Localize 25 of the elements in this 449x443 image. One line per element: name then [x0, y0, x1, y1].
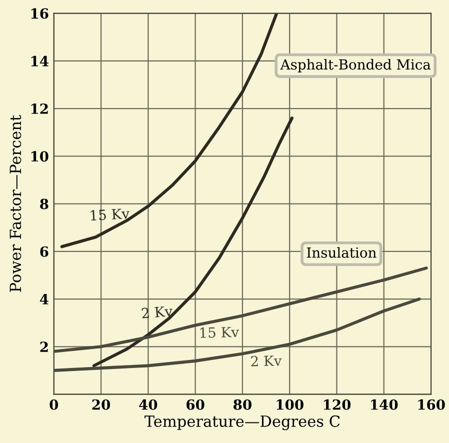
x-tick-label: 100 [276, 399, 304, 410]
y-tick-label: 2 [40, 342, 48, 352]
x-axis-title: Temperature—Degrees C [144, 415, 340, 430]
series-label: 2 Kv [251, 355, 282, 366]
y-tick-label: 6 [40, 246, 48, 257]
series-label: 15 Kv [200, 326, 240, 338]
series-label: 15 Kv [90, 208, 130, 221]
x-tick-label: 0 [50, 399, 58, 410]
series-label: 2 Kv [142, 306, 173, 318]
x-tick-label: 80 [234, 399, 252, 410]
y-tick-label: 12 [31, 104, 48, 114]
x-tick-label: 160 [418, 399, 445, 410]
y-axis-title: Power Factor—Percent [10, 114, 22, 292]
y-tick-label: 14 [31, 56, 48, 66]
y-tick-label: 16 [31, 8, 48, 19]
x-tick-label: 60 [186, 399, 204, 410]
annotation: Insulation [306, 247, 376, 258]
y-tick-label: 4 [40, 294, 48, 304]
y-tick-label: 10 [31, 151, 48, 162]
annotation: Asphalt-Bonded Mica [280, 58, 431, 72]
x-tick-label: 120 [324, 399, 351, 410]
y-tick-label: 8 [40, 198, 48, 210]
x-tick-label: 20 [92, 399, 110, 410]
x-tick-label: 40 [139, 399, 158, 410]
x-tick-label: 140 [371, 399, 398, 410]
